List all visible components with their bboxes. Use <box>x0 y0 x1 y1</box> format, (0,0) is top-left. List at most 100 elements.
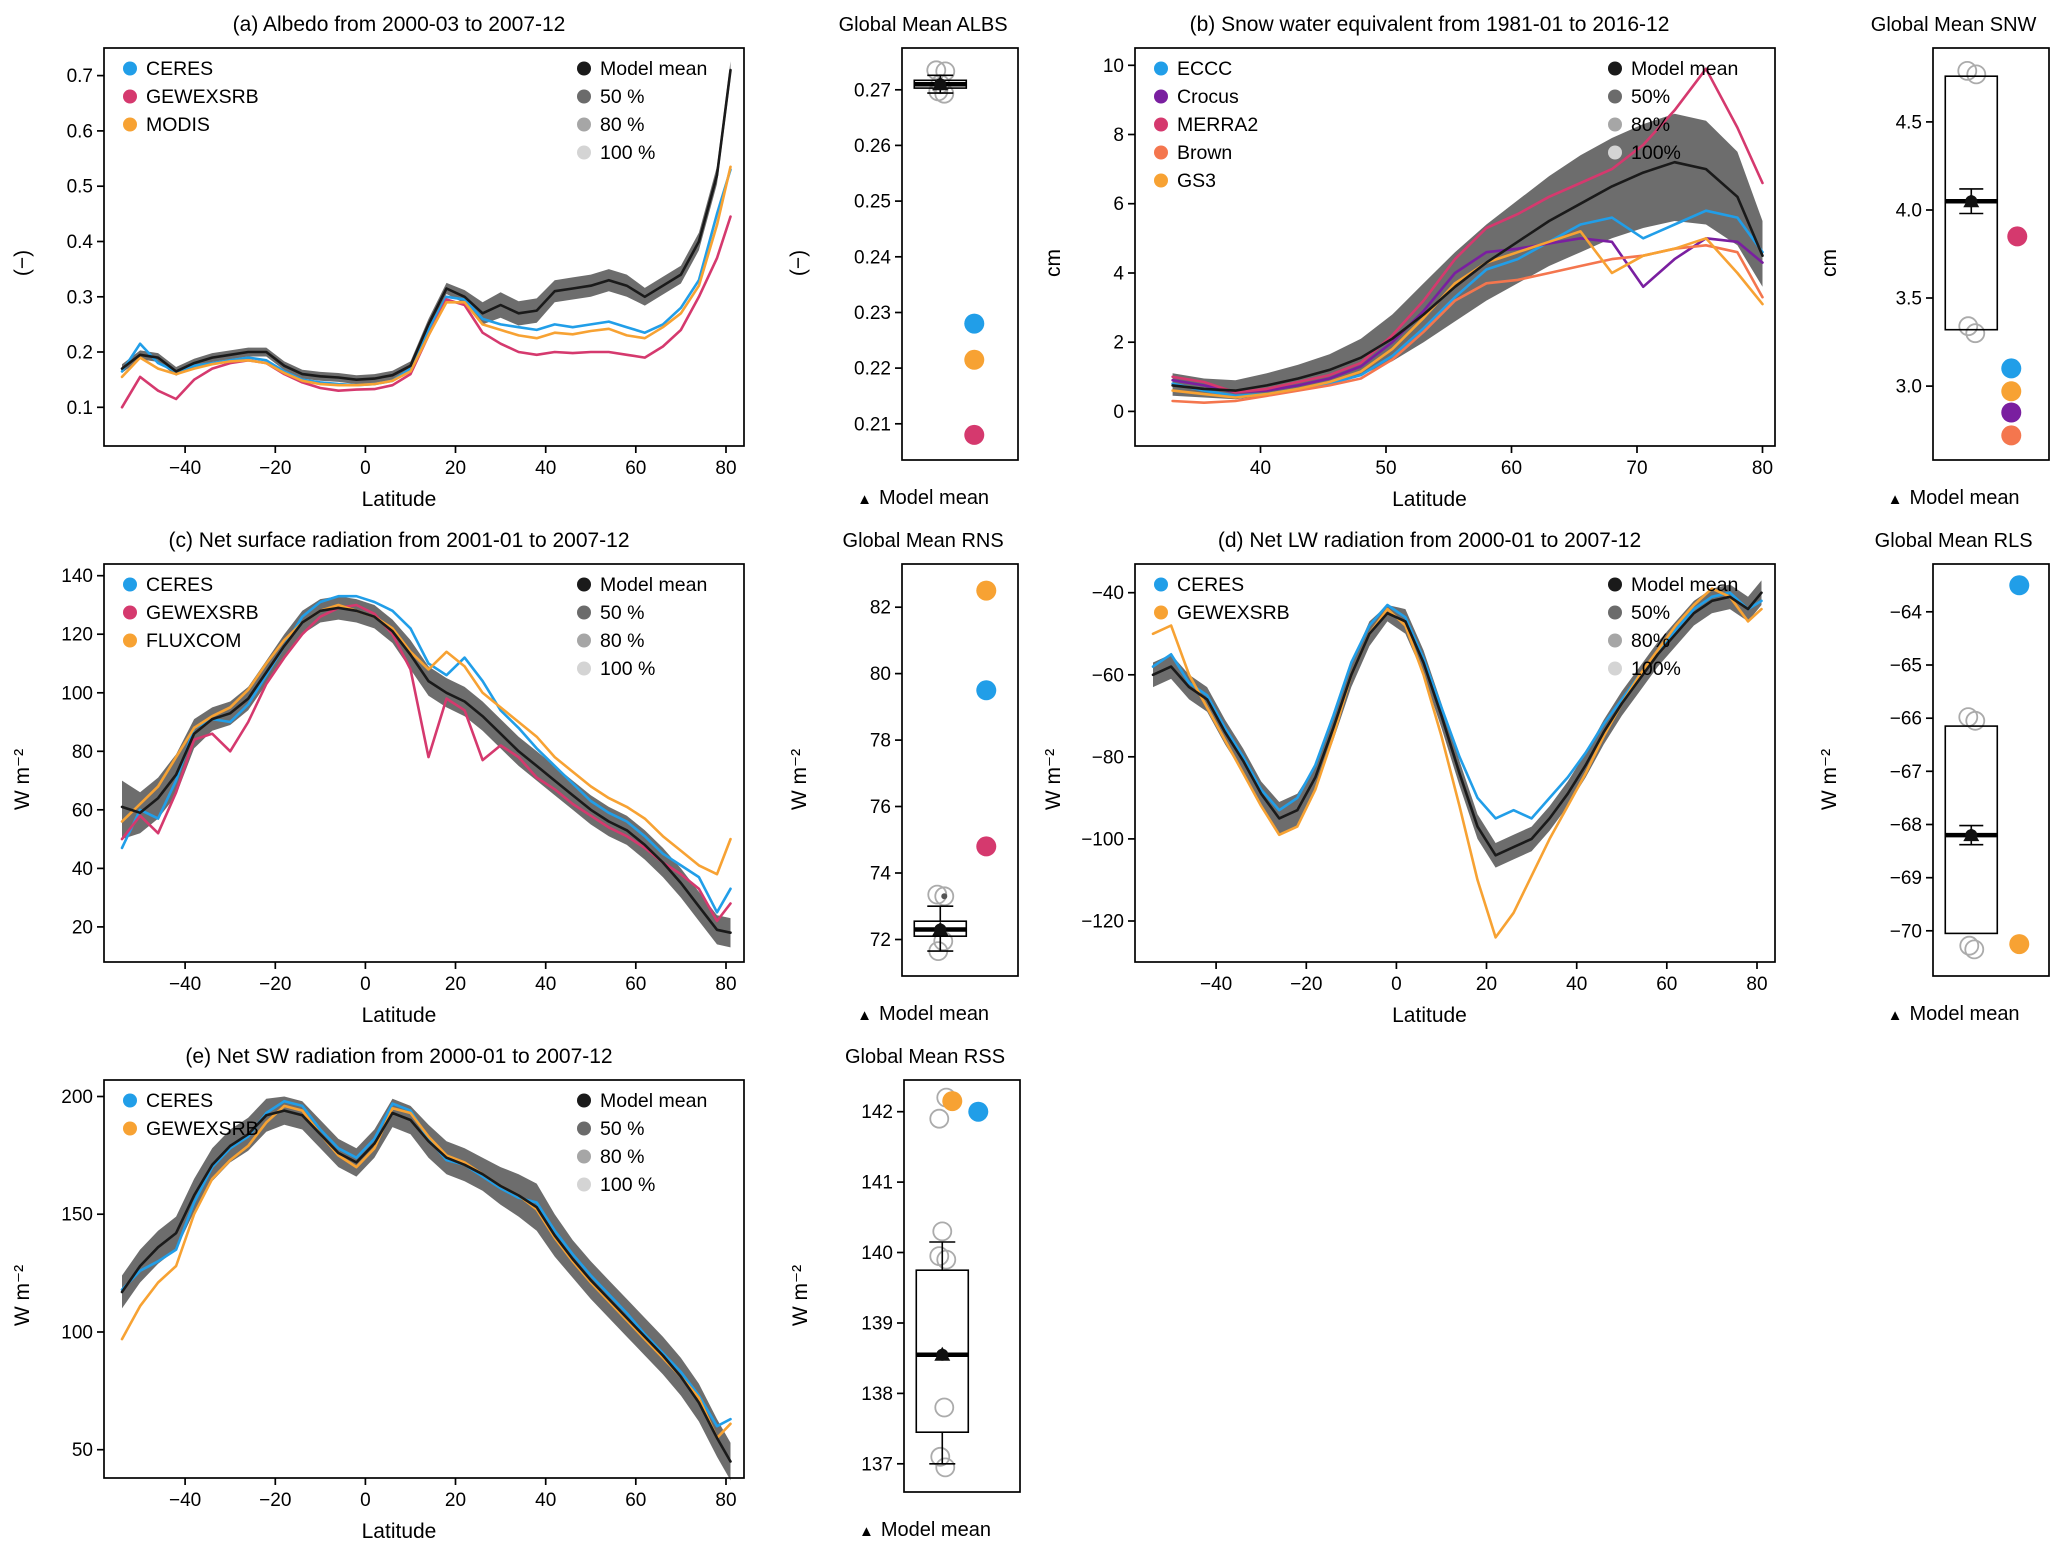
svg-text:100 %: 100 % <box>600 1174 655 1196</box>
svg-text:100%: 100% <box>1631 658 1681 680</box>
svg-text:8: 8 <box>1113 125 1124 146</box>
svg-text:80 %: 80 % <box>600 630 644 652</box>
rns-line-chart: −40 −20 0 20 40 60 80 20 40 60 80 100 120 140 CERES GEW… <box>61 563 745 995</box>
chart-title-albs: Global Mean ALBS <box>838 14 1008 36</box>
svg-text:0.21: 0.21 <box>854 414 891 435</box>
y-axis-label-rls: W m⁻² <box>1042 748 1066 810</box>
chart-title-rns-box: Global Mean RNS <box>842 530 1004 552</box>
svg-text:20: 20 <box>445 458 466 479</box>
chart-title-rls: (d) Net LW radiation from 2000-01 to 200… <box>1217 529 1642 552</box>
y-axis-label-rss: W m⁻² <box>11 1264 35 1326</box>
svg-text:3.5: 3.5 <box>1895 289 1921 310</box>
svg-text:80 %: 80 % <box>600 114 644 136</box>
svg-text:0.1: 0.1 <box>67 398 93 419</box>
chart-title-rls-box: Global Mean RLS <box>1874 530 2033 552</box>
svg-text:GEWEXSRB: GEWEXSRB <box>146 86 259 108</box>
model-mean-legend-albs: ▲ Model mean <box>814 486 1032 520</box>
svg-text:4.5: 4.5 <box>1895 112 1921 133</box>
chart-title-rss-box: Global Mean RSS <box>844 1046 1006 1068</box>
model-mean-legend-snw: ▲ Model mean <box>1845 486 2063 520</box>
svg-text:50%: 50% <box>1631 86 1670 108</box>
svg-text:GEWEXSRB: GEWEXSRB <box>146 1118 259 1140</box>
svg-text:Brown: Brown <box>1177 142 1232 164</box>
model-mean-triangle-icon: ▲ <box>857 1007 872 1024</box>
model-mean-label: Model mean <box>879 1003 990 1025</box>
panel-global-mean-albs: Global Mean ALBS (−) 0.21 0.22 0.23 0.24 0.2… <box>784 10 1036 520</box>
svg-text:ECCC: ECCC <box>1177 58 1232 80</box>
svg-text:80: 80 <box>715 458 736 479</box>
y-axis-label-swe: cm <box>1041 249 1065 277</box>
svg-text:0.4: 0.4 <box>67 232 94 253</box>
svg-text:4: 4 <box>1113 264 1124 285</box>
svg-text:0.25: 0.25 <box>854 192 891 213</box>
svg-text:0.3: 0.3 <box>67 287 93 308</box>
x-axis-label-rls: Latitude <box>1392 1004 1467 1027</box>
svg-text:100 %: 100 % <box>600 142 655 164</box>
svg-text:CERES: CERES <box>146 58 213 80</box>
svg-text:10: 10 <box>1102 56 1123 77</box>
svg-text:100 %: 100 % <box>600 658 655 680</box>
svg-text:0: 0 <box>1391 974 1402 995</box>
svg-text:60: 60 <box>72 800 93 821</box>
svg-text:50 %: 50 % <box>600 602 644 624</box>
svg-text:−64: −64 <box>1889 602 1922 623</box>
svg-text:MODIS: MODIS <box>146 114 210 136</box>
svg-text:GEWEXSRB: GEWEXSRB <box>1177 602 1290 624</box>
svg-text:0.5: 0.5 <box>67 177 93 198</box>
svg-text:−69: −69 <box>1889 868 1921 889</box>
x-axis-label-albedo: Latitude <box>361 488 437 511</box>
svg-text:80: 80 <box>715 1490 736 1511</box>
svg-text:80%: 80% <box>1631 114 1670 136</box>
svg-text:80: 80 <box>72 742 93 763</box>
svg-text:−20: −20 <box>1290 974 1322 995</box>
panel-global-mean-rss: Global Mean RSS W m⁻² 137 138 139 140 141 142… <box>786 1042 1039 1552</box>
svg-text:0.22: 0.22 <box>854 359 891 380</box>
panel-albedo: (a) Albedo from 2000-03 to 2007-12 (−) −… <box>6 10 784 520</box>
svg-text:142: 142 <box>861 1102 893 1123</box>
svg-text:80: 80 <box>870 664 891 685</box>
svg-text:40: 40 <box>1566 974 1587 995</box>
svg-text:6: 6 <box>1113 194 1124 215</box>
panel-snow-water-equivalent: (b) Snow water equivalent from 1981-01 t… <box>1037 10 1815 520</box>
svg-text:74: 74 <box>870 864 892 885</box>
panel-net-surface-radiation: (c) Net surface radiation from 2001-01 t… <box>6 526 784 1036</box>
model-mean-label: Model mean <box>880 1519 991 1541</box>
x-axis-label-rss: Latitude <box>361 1520 437 1543</box>
svg-text:4.0: 4.0 <box>1895 201 1921 222</box>
y-axis-label-snw: cm <box>1817 249 1841 277</box>
svg-text:139: 139 <box>861 1314 893 1335</box>
albedo-line-chart: −40 −20 0 20 40 60 80 0.1 0.2 0.3 0.4 0.5 0.6 0.7 CERE… <box>67 47 745 479</box>
svg-text:0.7: 0.7 <box>67 66 93 87</box>
figure-row-2: (c) Net surface radiation from 2001-01 t… <box>6 526 2067 1036</box>
chart-title-snw: Global Mean SNW <box>1870 14 2037 36</box>
albs-box-plot: 0.21 0.22 0.23 0.24 0.25 0.26 0.27 <box>854 47 1019 461</box>
svg-text:2: 2 <box>1113 333 1124 354</box>
svg-text:GS3: GS3 <box>1177 170 1216 192</box>
svg-text:0.2: 0.2 <box>67 343 93 364</box>
x-axis-label-swe: Latitude <box>1392 488 1467 511</box>
swe-line-chart: 40 50 60 70 80 0 2 4 6 8 10 ECCC Crocus MERRA2 Brown GS… <box>1102 47 1776 479</box>
svg-text:137: 137 <box>861 1454 893 1475</box>
svg-text:50: 50 <box>72 1440 93 1461</box>
svg-text:78: 78 <box>870 731 891 752</box>
svg-text:60: 60 <box>1500 458 1521 479</box>
svg-text:140: 140 <box>61 566 93 587</box>
svg-text:−20: −20 <box>259 458 291 479</box>
svg-text:−68: −68 <box>1889 815 1921 836</box>
model-mean-label: Model mean <box>879 487 990 509</box>
svg-text:141: 141 <box>861 1173 893 1194</box>
svg-text:−40: −40 <box>169 1490 201 1511</box>
svg-text:100: 100 <box>61 683 93 704</box>
y-axis-label-rns-box: W m⁻² <box>787 748 811 810</box>
svg-text:82: 82 <box>870 598 891 619</box>
svg-text:80 %: 80 % <box>600 1146 644 1168</box>
model-mean-label: Model mean <box>1909 1003 2020 1025</box>
y-axis-label-rss-box: W m⁻² <box>789 1264 813 1326</box>
svg-text:50%: 50% <box>1631 602 1670 624</box>
svg-text:138: 138 <box>861 1384 893 1405</box>
svg-text:100%: 100% <box>1631 142 1681 164</box>
chart-title-rns: (c) Net surface radiation from 2001-01 t… <box>168 529 630 552</box>
svg-text:40: 40 <box>535 458 556 479</box>
svg-text:40: 40 <box>535 974 556 995</box>
model-mean-triangle-icon: ▲ <box>859 1523 874 1540</box>
